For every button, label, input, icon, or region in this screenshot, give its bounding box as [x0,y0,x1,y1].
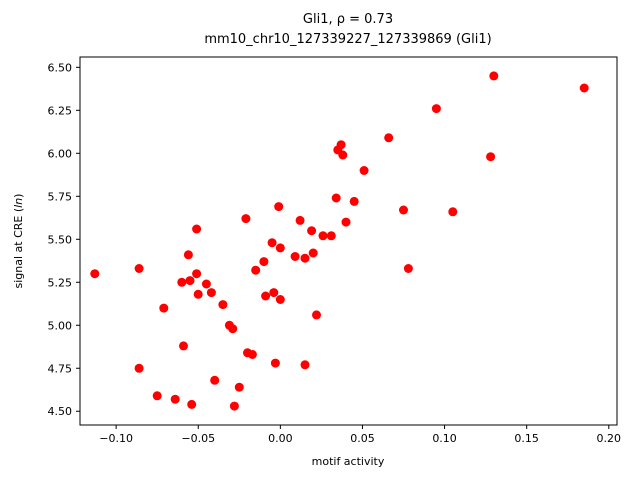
data-point [206,288,216,298]
scatter-points [90,71,589,411]
data-point [359,166,369,175]
data-point [247,350,257,359]
data-point [403,264,413,273]
data-point [448,207,458,217]
data-point [241,214,251,224]
data-point [170,394,180,404]
data-point [218,300,228,310]
plot-subtitle: mm10_chr10_127339227_127339869 (Gli1) [204,32,491,47]
data-point [192,224,202,234]
data-point [251,265,261,275]
data-point [341,217,351,227]
y-tick-label: 6.00 [48,147,73,160]
data-point [312,310,321,320]
data-point [234,382,244,392]
y-tick-label: 4.50 [48,405,73,418]
data-point [210,375,220,385]
data-point [134,363,144,373]
plot-spines [79,56,618,426]
data-point [295,215,305,225]
y-tick-label: 6.25 [48,104,73,117]
data-point [326,231,336,241]
data-point [193,289,203,299]
y-tick-label: 5.25 [48,276,73,289]
x-tick-label: −0.10 [99,432,133,445]
data-point [275,295,285,304]
data-point [229,401,239,411]
x-tick-label: 0.15 [514,432,539,445]
x-tick-label: 0.05 [350,432,375,445]
y-tick-label: 5.75 [48,190,73,203]
data-point [307,226,317,236]
axes [79,56,618,426]
data-point [90,269,100,279]
data-point [187,399,197,409]
data-point [399,205,408,215]
x-tick-label: 0.00 [268,432,293,445]
data-point [261,291,271,301]
data-point [489,71,499,81]
y-axis-label: signal at CRE (ln) [12,194,25,289]
data-point [259,257,269,267]
axis-ticks: −0.10 −0.05 0.00 0.05 0.10 0.15 0.20 4.50 4.75 5.… [48,61,622,445]
data-point [267,238,277,248]
data-point [308,248,318,258]
data-point [177,277,187,287]
data-point [159,303,169,313]
plot-title: Gli1, ρ = 0.73 [303,12,393,27]
data-point [201,279,211,289]
data-point [269,288,279,298]
y-tick-label: 6.50 [48,61,73,74]
data-point [486,152,496,162]
data-point [134,264,144,273]
data-point [338,150,348,160]
data-point [152,391,162,401]
data-point [384,133,394,143]
data-point [431,104,441,114]
x-axis-label: motif activity [312,455,385,468]
data-point [183,250,193,260]
data-point [192,269,202,279]
y-tick-label: 5.00 [48,319,73,332]
data-point [275,243,285,253]
data-point [318,231,328,241]
data-point [331,193,341,203]
data-point [270,358,280,368]
x-tick-label: 0.10 [432,432,457,445]
data-point [179,341,188,351]
data-point [274,202,284,212]
x-tick-label: −0.05 [181,432,215,445]
data-point [349,196,359,206]
y-tick-label: 5.50 [48,233,73,246]
data-point [300,360,310,370]
y-axis-label-suffix: ) [12,194,25,198]
data-point [185,276,195,286]
data-point [290,252,300,261]
data-point [579,83,589,93]
y-axis-label-prefix: signal at CRE ( [12,208,25,289]
y-axis-label-italic: ln [12,198,25,208]
data-point [300,253,310,263]
data-point [228,324,238,334]
y-tick-label: 4.75 [48,362,73,375]
x-tick-label: 0.20 [597,432,622,445]
data-point [336,140,346,150]
